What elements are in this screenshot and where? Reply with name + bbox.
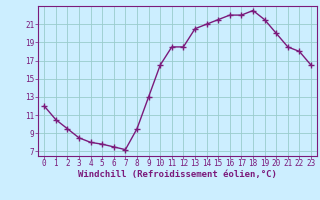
X-axis label: Windchill (Refroidissement éolien,°C): Windchill (Refroidissement éolien,°C) xyxy=(78,170,277,179)
